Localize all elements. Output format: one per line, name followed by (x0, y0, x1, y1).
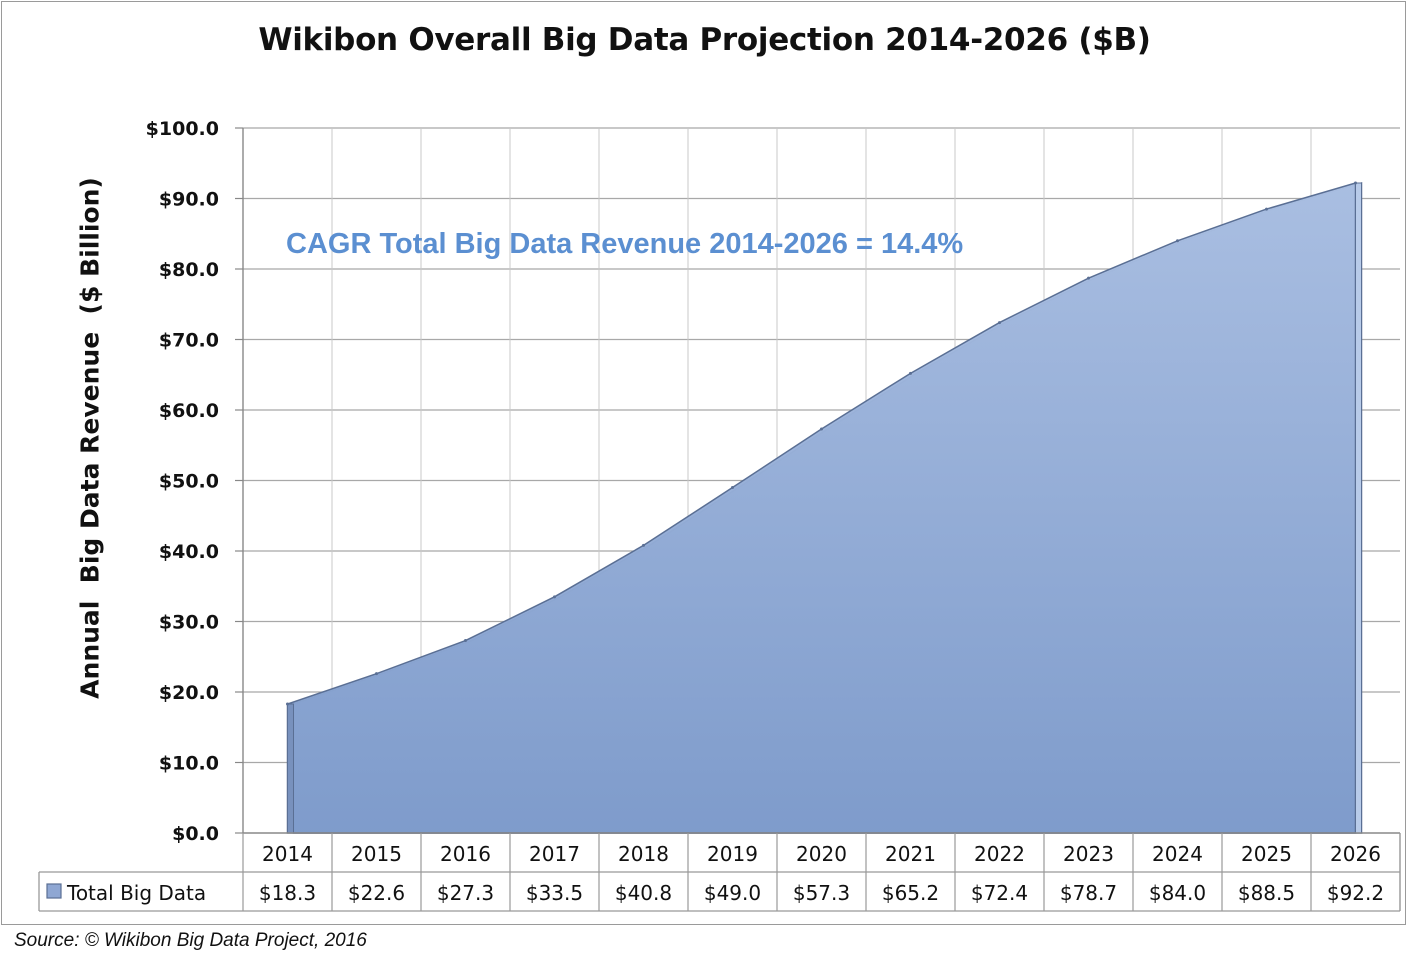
area-fill (286, 181, 1357, 834)
data-label: $40.8 (615, 881, 672, 905)
legend-label: Total Big Data (66, 881, 206, 905)
data-label: $57.3 (793, 881, 850, 905)
x-tick-label: 2026 (1330, 842, 1381, 866)
data-point-2020 (820, 427, 823, 431)
area-right-side (1355, 182, 1362, 834)
y-tick-label: $60.0 (159, 400, 219, 422)
y-tick-label: $50.0 (159, 471, 219, 493)
data-label: $33.5 (526, 881, 583, 905)
x-tick-label: 2018 (618, 842, 669, 866)
y-tick-label: $30.0 (159, 612, 219, 634)
data-point-2022 (998, 321, 1001, 325)
axes (235, 127, 1400, 834)
source-note: Source: © Wikibon Big Data Project, 2016 (14, 930, 367, 951)
y-tick-label: $100.0 (146, 118, 219, 140)
data-label: $49.0 (704, 881, 761, 905)
chart-title: Wikibon Overall Big Data Projection 2014… (258, 22, 1151, 58)
data-label: $22.6 (348, 881, 405, 905)
data-point-2017 (553, 595, 556, 599)
y-tick-label: $0.0 (172, 823, 219, 845)
data-table: 2014 $18.3 2015 $22.6 2016 $27.3 2017 $33.5 2018… (38, 833, 1401, 912)
area-series (286, 181, 1363, 834)
data-point-2026 (1354, 181, 1357, 185)
x-tick-label: 2019 (707, 842, 758, 866)
y-tick-label: $40.0 (159, 541, 219, 563)
data-label: $88.5 (1238, 881, 1295, 905)
y-tick-label: $90.0 (159, 189, 219, 211)
data-label: $72.4 (971, 881, 1028, 905)
area-left-side (287, 703, 294, 834)
cagr-annotation: CAGR Total Big Data Revenue 2014-2026 = … (286, 228, 963, 260)
x-tick-label: 2022 (974, 842, 1025, 866)
x-tick-label: 2014 (262, 842, 313, 866)
data-point-2014 (286, 702, 289, 706)
x-tick-label: 2023 (1063, 842, 1114, 866)
x-tick-label: 2015 (351, 842, 402, 866)
data-point-2018 (642, 543, 645, 547)
data-point-2021 (909, 371, 912, 375)
y-tick-label: $10.0 (159, 753, 219, 775)
data-point-2024 (1176, 239, 1179, 243)
x-tick-label: 2020 (796, 842, 847, 866)
data-point-2015 (375, 672, 378, 676)
y-tick-label: $20.0 (159, 682, 219, 704)
data-label: $84.0 (1149, 881, 1206, 905)
data-label: $92.2 (1327, 881, 1384, 905)
y-tick-label: $70.0 (159, 330, 219, 352)
x-tick-label: 2017 (529, 842, 580, 866)
data-label: $18.3 (259, 881, 316, 905)
data-label: $65.2 (882, 881, 939, 905)
data-label: $27.3 (437, 881, 494, 905)
x-tick-label: 2021 (885, 842, 936, 866)
data-label: $78.7 (1060, 881, 1117, 905)
y-tick-label: $80.0 (159, 259, 219, 281)
legend-swatch (46, 883, 62, 899)
data-point-2016 (464, 639, 467, 643)
data-point-2025 (1265, 207, 1268, 211)
x-tick-label: 2025 (1241, 842, 1292, 866)
data-point-2023 (1087, 276, 1090, 280)
y-tick-labels: $0.0 $10.0 $20.0 $30.0 $40.0 $50.0 $60.0 $70.0 $… (146, 118, 219, 845)
x-tick-label: 2024 (1152, 842, 1203, 866)
x-tick-label: 2016 (440, 842, 491, 866)
data-point-2019 (731, 486, 734, 490)
